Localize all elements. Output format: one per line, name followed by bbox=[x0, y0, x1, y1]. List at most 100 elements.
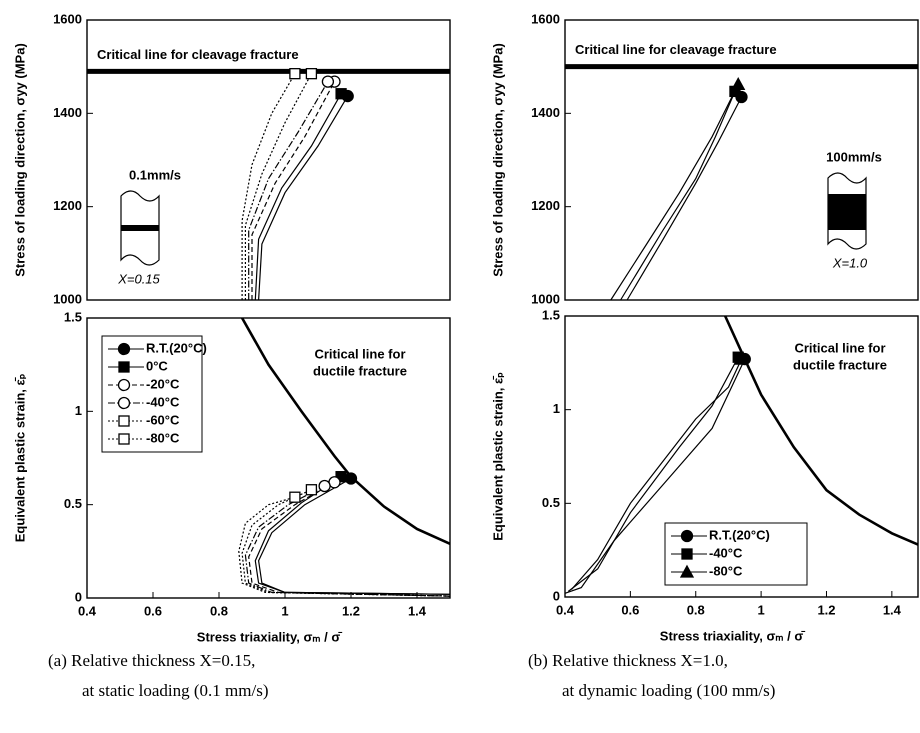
x-tick-label: 1.4 bbox=[883, 602, 902, 617]
series-line bbox=[241, 489, 451, 597]
series-line bbox=[610, 84, 739, 301]
series-line bbox=[248, 81, 329, 300]
legend: R.T.(20°C) -40°C -80°C bbox=[664, 522, 808, 586]
x-tick-label: 0.6 bbox=[621, 602, 639, 617]
marker bbox=[118, 415, 130, 427]
y-tick-label: 0 bbox=[75, 589, 82, 604]
marker bbox=[680, 529, 694, 543]
marker bbox=[681, 548, 693, 560]
y-axis-label: Stress of loading direction, σyy (MPa) bbox=[490, 43, 505, 277]
marker bbox=[734, 351, 749, 365]
y-tick-label: 0.5 bbox=[64, 496, 82, 511]
inset-thickness: X=0.15 bbox=[117, 271, 160, 286]
x-axis-label: Stress triaxiality, σₘ / σ̄ bbox=[197, 629, 342, 644]
series-line bbox=[238, 496, 451, 597]
y-axis-label: Equivalent plastic strain, ε̄ₚ bbox=[490, 372, 505, 541]
x-tick-label: 1.4 bbox=[408, 603, 427, 618]
series-line bbox=[258, 95, 349, 301]
critical-line-label: ductile fracture bbox=[793, 357, 887, 372]
marker bbox=[318, 479, 331, 493]
marker bbox=[305, 484, 318, 496]
series-line bbox=[244, 73, 312, 300]
y-axis-label: Stress of loading direction, σyy (MPa) bbox=[12, 43, 27, 277]
series-line bbox=[626, 96, 743, 301]
legend-label: -40°C bbox=[709, 545, 743, 560]
legend-label: -20°C bbox=[146, 376, 180, 391]
marker bbox=[344, 472, 358, 485]
y-tick-label: 1000 bbox=[531, 291, 560, 306]
series-line bbox=[251, 81, 336, 300]
critical-line bbox=[240, 317, 451, 546]
legend-label: -80°C bbox=[709, 563, 743, 578]
x-tick-label: 0.8 bbox=[687, 602, 705, 617]
critical-line-label: Critical line for cleavage fracture bbox=[97, 47, 299, 62]
caption: (a) Relative thickness X=0.15, bbox=[48, 651, 255, 670]
legend-label: -60°C bbox=[146, 412, 180, 427]
legend-label: 0°C bbox=[146, 358, 168, 373]
y-tick-label: 1 bbox=[75, 403, 82, 418]
inset-speed: 0.1mm/s bbox=[129, 167, 181, 182]
y-tick-label: 1000 bbox=[53, 291, 82, 306]
x-axis-label: Stress triaxiality, σₘ / σ̄ bbox=[660, 628, 805, 643]
x-tick-label: 0.6 bbox=[144, 603, 162, 618]
series-line bbox=[241, 73, 296, 300]
marker bbox=[117, 378, 131, 392]
x-tick-label: 1 bbox=[757, 602, 764, 617]
marker bbox=[289, 491, 301, 503]
y-tick-label: 1200 bbox=[53, 198, 82, 213]
y-axis-label: Equivalent plastic strain, ε̄ₚ bbox=[12, 373, 27, 542]
series-line bbox=[571, 358, 743, 590]
marker bbox=[118, 361, 130, 373]
series-line bbox=[564, 358, 746, 594]
specimen-band bbox=[828, 194, 866, 230]
marker bbox=[117, 396, 131, 410]
marker bbox=[335, 88, 347, 100]
series-line bbox=[567, 356, 739, 592]
plot-frame bbox=[86, 19, 451, 301]
x-tick-label: 0.8 bbox=[210, 603, 228, 618]
marker bbox=[679, 564, 695, 578]
x-tick-label: 1 bbox=[281, 603, 288, 618]
x-tick-label: 1.2 bbox=[342, 603, 360, 618]
series-line bbox=[257, 477, 451, 595]
y-tick-label: 1.5 bbox=[64, 309, 82, 324]
y-tick-label: 0 bbox=[553, 588, 560, 603]
series-line bbox=[620, 91, 736, 301]
legend-label: R.T.(20°C) bbox=[146, 340, 207, 355]
critical-line-label: Critical line for cleavage fracture bbox=[575, 42, 777, 57]
legend-label: R.T.(20°C) bbox=[709, 527, 770, 542]
marker bbox=[321, 75, 335, 88]
y-tick-label: 1.5 bbox=[542, 307, 560, 322]
y-tick-label: 1400 bbox=[53, 105, 82, 120]
critical-line-label: Critical line for bbox=[794, 340, 885, 355]
series-line bbox=[254, 476, 451, 595]
caption: (b) Relative thickness X=1.0, bbox=[528, 651, 728, 670]
inset-speed: 100mm/s bbox=[826, 149, 882, 164]
y-tick-label: 1 bbox=[553, 401, 560, 416]
y-tick-label: 1200 bbox=[531, 198, 560, 213]
legend-label: -40°C bbox=[146, 394, 180, 409]
y-tick-label: 1600 bbox=[53, 11, 82, 26]
legend-box bbox=[101, 335, 203, 453]
plot-frame bbox=[564, 315, 919, 598]
critical-line-label: Critical line for bbox=[314, 346, 405, 361]
y-tick-label: 0.5 bbox=[542, 495, 560, 510]
marker bbox=[305, 68, 318, 80]
plot-frame bbox=[86, 317, 451, 599]
x-tick-label: 0.4 bbox=[556, 602, 575, 617]
legend: R.T.(20°C) 0°C -20°C -40°C -60°C -80°C bbox=[101, 335, 207, 453]
caption: at dynamic loading (100 mm/s) bbox=[562, 681, 775, 700]
specimen-band bbox=[121, 225, 159, 231]
plot-frame bbox=[564, 19, 919, 301]
y-tick-label: 1400 bbox=[531, 105, 560, 120]
critical-line-label: ductile fracture bbox=[313, 363, 407, 378]
series-line bbox=[244, 485, 451, 597]
marker bbox=[117, 342, 131, 356]
critical-line bbox=[723, 315, 919, 546]
marker bbox=[731, 77, 746, 91]
marker bbox=[289, 68, 301, 80]
x-tick-label: 1.2 bbox=[817, 602, 835, 617]
y-tick-label: 1600 bbox=[531, 11, 560, 26]
series-line bbox=[248, 481, 451, 597]
